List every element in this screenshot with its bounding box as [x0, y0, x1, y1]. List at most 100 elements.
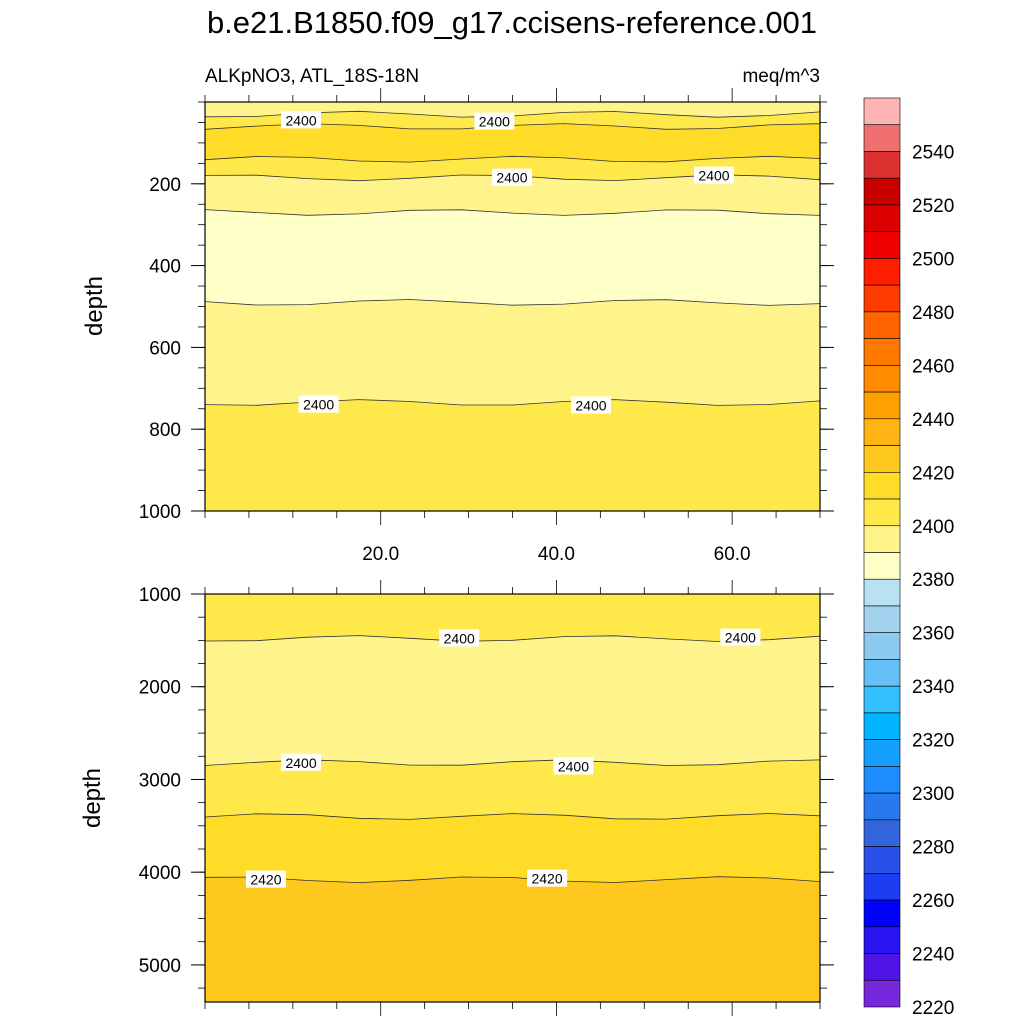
y-tick-label: 4000	[139, 863, 181, 884]
y-tick-label: 800	[149, 420, 181, 441]
colorbar-swatch	[863, 552, 901, 580]
contour-label: 2420	[245, 870, 286, 888]
contour-band	[205, 156, 820, 181]
colorbar-label: 2360	[912, 624, 954, 645]
colorbar-swatch	[863, 712, 901, 740]
units-label: meq/m^3	[742, 66, 820, 87]
colorbar-label: 2400	[912, 517, 954, 538]
colorbar-swatch	[863, 632, 901, 660]
colorbar-label: 2220	[912, 998, 954, 1019]
colorbar-swatch	[863, 418, 901, 446]
variable-label: ALKpNO3, ATL_18S-18N	[205, 66, 419, 87]
contour-label-text: 2400	[698, 168, 729, 184]
contour-band	[205, 759, 820, 820]
contour-label-text: 2400	[303, 397, 334, 413]
colorbar-swatch	[863, 338, 901, 366]
contour-line	[205, 299, 820, 306]
contour-label: 2400	[491, 168, 532, 186]
colorbar-label: 2240	[912, 945, 954, 966]
contour-label-text: 2420	[531, 871, 562, 887]
colorbar-swatch	[863, 498, 901, 527]
y-tick-label: 600	[149, 338, 181, 359]
contour-label: 2400	[720, 628, 761, 646]
contour-band	[205, 299, 820, 406]
contour-band	[205, 876, 820, 1002]
colorbar-swatch	[863, 284, 901, 313]
colorbar-swatch	[863, 953, 901, 981]
contour-label: 2420	[527, 869, 568, 887]
y-tick-label: 400	[149, 257, 181, 278]
contour-label-text: 2400	[285, 755, 316, 771]
y-tick-label: 1000	[139, 502, 181, 523]
colorbar-swatch	[863, 605, 901, 634]
colorbar-label: 2460	[912, 356, 954, 377]
colorbar-label: 2540	[912, 142, 954, 163]
contour-label-text: 2400	[575, 397, 606, 413]
contour-label: 2400	[474, 112, 515, 130]
contour-band	[205, 594, 820, 642]
colorbar-swatch	[863, 365, 901, 393]
colorbar-label: 2440	[912, 410, 954, 431]
contour-line	[205, 155, 820, 163]
contour-line	[205, 876, 820, 884]
contour-label: 2400	[298, 395, 339, 413]
colorbar-label: 2500	[912, 249, 954, 270]
contour-line	[205, 635, 820, 642]
colorbar-swatch	[863, 124, 901, 152]
contour-label: 2400	[439, 629, 480, 647]
colorbar-swatch	[863, 391, 901, 420]
contour-label: 2400	[553, 757, 594, 775]
lower-panel: 2400 2400 2400 2400 2420 2420 1000 2000 3000 4000…	[139, 580, 834, 1016]
colorbar-swatch	[863, 766, 901, 794]
contour-label: 2400	[571, 396, 611, 414]
colorbar-swatch	[863, 578, 901, 607]
upper-panel: 2400 2400 2400 2400 2400 2400 200 400 600 800 1000	[139, 88, 834, 525]
contour-label: 2400	[281, 753, 322, 771]
colorbar-label: 2420	[912, 463, 954, 484]
contour-band	[205, 635, 820, 766]
contour-label-text: 2420	[250, 872, 281, 888]
contour-label-text: 2400	[444, 631, 475, 647]
colorbar-swatch	[863, 231, 901, 259]
colorbar-label: 2480	[912, 303, 954, 324]
colorbar-label: 2340	[912, 677, 954, 698]
colorbar-swatch	[863, 899, 901, 928]
contour-label-text: 2400	[285, 112, 316, 128]
colorbar: 2540 2520 2500 2480 2460 2440 2420 2400 2380 2360…	[863, 97, 954, 1019]
y-tick-label: 5000	[139, 956, 181, 977]
colorbar-swatch	[863, 258, 901, 286]
colorbar-label: 2380	[912, 570, 954, 591]
colorbar-label: 2520	[912, 196, 954, 217]
contour-label-text: 2400	[496, 170, 527, 186]
chart-title: b.e21.B1850.f09_g17.ccisens-reference.00…	[207, 5, 817, 40]
x-tick-label: 20.0	[362, 544, 399, 565]
contour-label-text: 2400	[479, 114, 510, 130]
contour-band	[205, 209, 820, 306]
contour-line	[205, 209, 820, 216]
contour-label-text: 2400	[558, 758, 589, 774]
contour-band	[205, 399, 820, 511]
x-tick-label: 40.0	[538, 544, 575, 565]
colorbar-swatch	[863, 979, 901, 1008]
colorbar-swatch	[863, 97, 901, 126]
contour-band	[205, 813, 820, 883]
contour-band	[205, 123, 820, 163]
y-tick-label: 1000	[139, 585, 181, 606]
colorbar-swatch	[863, 659, 901, 687]
colorbar-swatch	[863, 151, 901, 179]
upper-ylabel: depth	[81, 276, 108, 336]
colorbar-swatch	[863, 739, 901, 767]
colorbar-label: 2260	[912, 891, 954, 912]
colorbar-swatch	[863, 311, 901, 339]
y-tick-label: 200	[149, 175, 181, 196]
contour-line	[205, 813, 820, 820]
colorbar-swatch	[863, 846, 901, 874]
contour-label-text: 2400	[725, 630, 756, 646]
colorbar-swatch	[863, 204, 901, 232]
x-tick-label: 60.0	[714, 544, 751, 565]
colorbar-label: 2320	[912, 731, 954, 752]
contour-band	[205, 174, 820, 216]
colorbar-label: 2280	[912, 838, 954, 859]
colorbar-swatch	[863, 445, 901, 473]
